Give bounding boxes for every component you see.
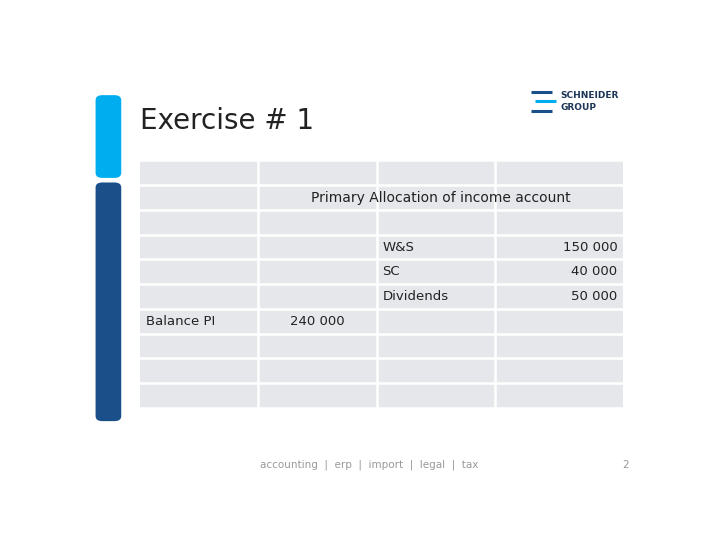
Text: SC: SC	[382, 265, 400, 278]
FancyBboxPatch shape	[96, 183, 121, 421]
Text: Exercise # 1: Exercise # 1	[140, 107, 315, 135]
Text: 2: 2	[622, 460, 629, 470]
Text: accounting  |  erp  |  import  |  legal  |  tax: accounting | erp | import | legal | tax	[260, 460, 478, 470]
Text: SCHNEIDER
GROUP: SCHNEIDER GROUP	[560, 91, 618, 112]
Text: 150 000: 150 000	[562, 240, 617, 253]
Text: 50 000: 50 000	[571, 290, 617, 303]
Text: Dividends: Dividends	[382, 290, 449, 303]
Text: 40 000: 40 000	[571, 265, 617, 278]
Bar	[140, 160, 623, 408]
Text: Balance PI: Balance PI	[145, 315, 215, 328]
Text: 240 000: 240 000	[290, 315, 345, 328]
FancyBboxPatch shape	[96, 95, 121, 178]
Text: Primary Allocation of income account: Primary Allocation of income account	[311, 191, 570, 205]
Text: W&S: W&S	[382, 240, 414, 253]
